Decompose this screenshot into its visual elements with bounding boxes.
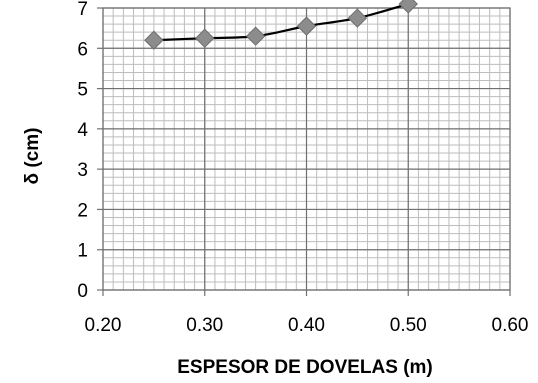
x-axis-ticks: 0.20 0.30 0.40 0.50 0.60 — [85, 315, 529, 336]
x-axis-title: ESPESOR DE DOVELAS (m) — [177, 357, 433, 378]
y-tick-label: 5 — [77, 80, 88, 101]
y-tick-label: 3 — [77, 160, 88, 181]
y-tick-label: 0 — [77, 281, 88, 302]
data-point — [195, 28, 215, 48]
data-point — [144, 30, 164, 50]
data-point — [398, 0, 418, 14]
y-tick-label: 7 — [77, 0, 88, 20]
x-tick-label: 0.50 — [390, 315, 427, 336]
y-axis-ticks: 0 1 2 3 4 5 6 7 — [77, 0, 88, 302]
plot-border — [102, 7, 511, 291]
series-line — [153, 2, 409, 42]
x-tick-label: 0.40 — [288, 315, 325, 336]
data-point — [245, 26, 266, 46]
plot-area — [102, 7, 511, 291]
y-tick-label: 6 — [77, 39, 88, 60]
minor-gridlines — [103, 8, 510, 290]
y-axis-title: δ (cm) — [22, 128, 43, 185]
y-tick-label: 4 — [77, 120, 88, 141]
y-tick-label: 1 — [77, 241, 88, 262]
x-tick-label: 0.20 — [85, 315, 122, 336]
y-tick-label: 2 — [77, 200, 88, 221]
major-gridlines — [97, 7, 511, 296]
data-point — [296, 16, 317, 36]
series-layer — [144, 0, 418, 50]
x-tick-label: 0.30 — [186, 315, 223, 336]
data-point — [347, 8, 368, 28]
x-tick-label: 0.60 — [492, 315, 529, 336]
